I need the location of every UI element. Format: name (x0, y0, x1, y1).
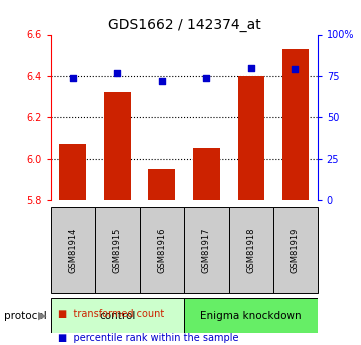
FancyBboxPatch shape (229, 207, 273, 293)
Text: control: control (99, 311, 135, 321)
Point (114, 70, 120, 75)
Text: GSM81914: GSM81914 (68, 227, 77, 273)
Point (204, 75, 209, 80)
FancyBboxPatch shape (184, 207, 229, 293)
Point (292, 67, 298, 72)
Text: ■  percentile rank within the sample: ■ percentile rank within the sample (58, 333, 238, 343)
Text: GSM81917: GSM81917 (202, 227, 211, 273)
FancyBboxPatch shape (51, 207, 95, 293)
FancyBboxPatch shape (51, 298, 184, 333)
Text: GSM81915: GSM81915 (113, 227, 122, 273)
Bar (60, 144, 86, 200)
Bar (282, 49, 309, 200)
Title: GDS1662 / 142374_at: GDS1662 / 142374_at (108, 18, 261, 32)
Text: protocol: protocol (4, 311, 46, 321)
Text: GSM81916: GSM81916 (157, 227, 166, 273)
Text: Enigma knockdown: Enigma knockdown (200, 311, 302, 321)
Point (159, 78, 165, 83)
Text: GSM81918: GSM81918 (247, 227, 255, 273)
Text: ▶: ▶ (38, 311, 47, 321)
Bar (193, 148, 220, 200)
Bar (238, 76, 264, 200)
Text: GSM81919: GSM81919 (291, 227, 300, 273)
Bar (104, 92, 131, 200)
FancyBboxPatch shape (184, 298, 318, 333)
FancyBboxPatch shape (95, 207, 140, 293)
FancyBboxPatch shape (140, 207, 184, 293)
Bar (148, 169, 175, 200)
FancyBboxPatch shape (273, 207, 318, 293)
Point (248, 65, 254, 70)
Text: ■  transformed count: ■ transformed count (58, 309, 164, 319)
Point (70, 75, 76, 80)
